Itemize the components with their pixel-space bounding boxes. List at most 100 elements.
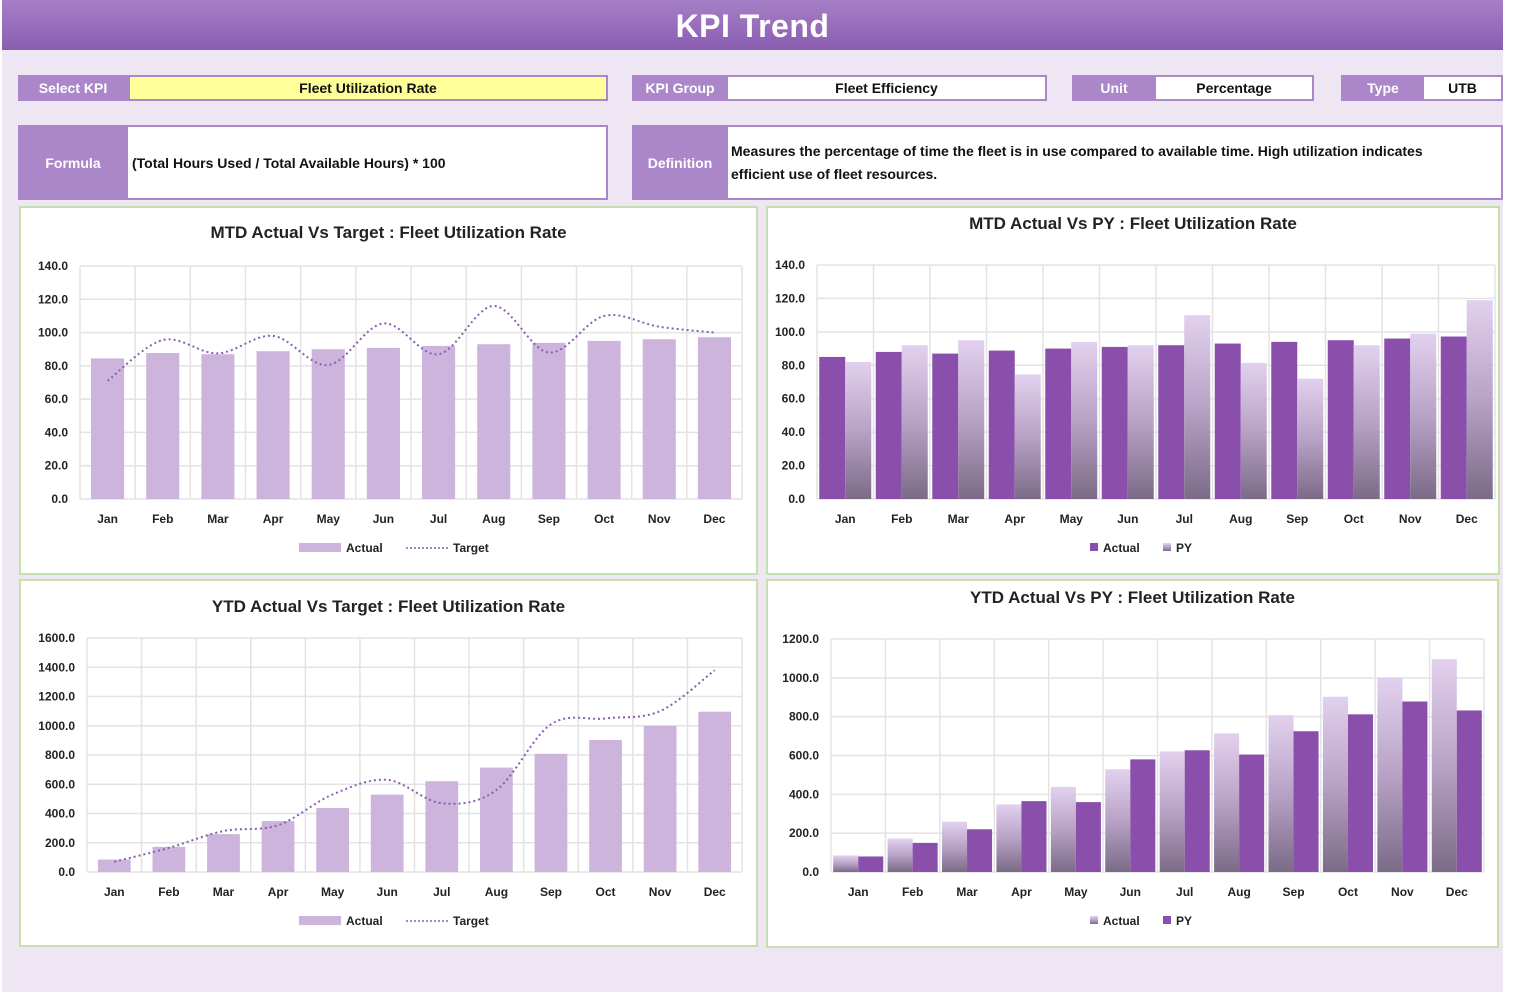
type-label: Type [1341, 75, 1425, 101]
bar-actual [643, 725, 677, 872]
x-tick-label: Feb [158, 885, 179, 899]
bar-py [1456, 710, 1482, 872]
x-tick-label: Jan [848, 885, 869, 899]
chart-title: YTD Actual Vs PY : Fleet Utilization Rat… [970, 588, 1295, 607]
target-line [114, 669, 716, 863]
bar-actual [1327, 340, 1354, 499]
x-tick-label: Jan [835, 512, 856, 526]
x-tick-label: Mar [213, 885, 235, 899]
select-kpi-dropdown[interactable]: Fleet Utilization Rate [128, 75, 608, 101]
x-tick-label: Jun [373, 512, 394, 526]
x-tick-label: Nov [649, 885, 672, 899]
x-tick-label: Jul [430, 512, 447, 526]
y-tick-label: 40.0 [782, 425, 806, 439]
bar-actual [1384, 338, 1411, 499]
bar-actual [1440, 336, 1467, 499]
y-tick-label: 600.0 [789, 749, 819, 763]
x-tick-label: Jul [433, 885, 450, 899]
bar-py [912, 842, 938, 872]
y-tick-label: 1600.0 [38, 631, 75, 645]
bar-actual [587, 340, 621, 499]
x-tick-label: Oct [594, 512, 614, 526]
bar-actual [1271, 341, 1298, 499]
bar-actual [316, 807, 349, 872]
x-tick-label: Jan [97, 512, 118, 526]
unit-label: Unit [1072, 75, 1156, 101]
bar-actual [942, 821, 968, 872]
x-tick-label: May [321, 885, 345, 899]
x-tick-label: Nov [1399, 512, 1422, 526]
bar-py [1240, 362, 1267, 499]
bar-actual [1214, 733, 1240, 872]
bar-py [1184, 315, 1211, 499]
bar-actual [1050, 786, 1076, 872]
bar-actual [152, 846, 186, 872]
bar-py [1347, 714, 1373, 872]
bar-py [845, 361, 872, 499]
unit-value: Percentage [1154, 75, 1314, 101]
y-tick-label: 1400.0 [38, 660, 75, 674]
bar-actual [201, 354, 235, 499]
bar-actual [1377, 678, 1403, 872]
y-tick-label: 100.0 [38, 326, 68, 340]
bar-py [1021, 801, 1047, 872]
x-tick-label: Jun [377, 885, 398, 899]
bar-py [1130, 759, 1156, 872]
bar-actual [698, 711, 732, 872]
y-tick-label: 400.0 [789, 787, 819, 801]
bar-py [1353, 345, 1380, 499]
bar-py [1184, 750, 1210, 872]
x-tick-label: Apr [1011, 885, 1032, 899]
x-tick-label: Feb [902, 885, 923, 899]
x-tick-label: Oct [1338, 885, 1358, 899]
bar-actual [261, 821, 295, 872]
bar-actual [480, 767, 513, 872]
y-tick-label: 1200.0 [782, 632, 819, 646]
legend-label: PY [1176, 914, 1192, 928]
y-tick-label: 800.0 [45, 748, 75, 762]
legend-swatch-actual [299, 916, 341, 925]
x-tick-label: Aug [1227, 885, 1250, 899]
formula-value: (Total Hours Used / Total Available Hour… [126, 125, 608, 200]
y-tick-label: 120.0 [775, 291, 805, 305]
bar-actual [819, 356, 846, 499]
y-tick-label: 1000.0 [782, 671, 819, 685]
x-tick-label: Aug [482, 512, 505, 526]
bar-py [1402, 701, 1428, 872]
x-tick-label: Jul [1176, 512, 1193, 526]
legend-label: Actual [1103, 914, 1140, 928]
y-tick-label: 20.0 [45, 459, 69, 473]
bar-actual [256, 351, 290, 499]
bar-actual [1101, 346, 1128, 499]
legend-label: Actual [346, 541, 383, 555]
x-tick-label: Sep [540, 885, 562, 899]
bar-py [1239, 754, 1265, 872]
bar-actual [422, 345, 456, 499]
bar-actual [1159, 751, 1185, 872]
bar-actual [875, 351, 902, 499]
bar-py [901, 345, 928, 499]
y-tick-label: 120.0 [38, 292, 68, 306]
legend-label: Actual [346, 914, 383, 928]
legend-swatch-py [1163, 543, 1171, 551]
bar-actual [589, 739, 622, 872]
bar-actual [311, 349, 345, 499]
bar-py [1293, 731, 1319, 872]
x-tick-label: Nov [1391, 885, 1414, 899]
bar-actual [534, 753, 568, 872]
definition-label: Definition [632, 125, 728, 200]
bar-actual [1105, 769, 1131, 872]
x-tick-label: Sep [1286, 512, 1308, 526]
legend-label: Target [453, 541, 489, 555]
y-tick-label: 1000.0 [38, 719, 75, 733]
bar-actual [1214, 343, 1241, 499]
x-tick-label: Mar [948, 512, 970, 526]
legend-swatch-actual [1090, 916, 1098, 924]
y-tick-label: 200.0 [789, 826, 819, 840]
bar-py [1297, 378, 1324, 499]
x-tick-label: May [1064, 885, 1088, 899]
y-tick-label: 80.0 [45, 359, 69, 373]
x-tick-label: Oct [596, 885, 616, 899]
y-tick-label: 800.0 [789, 710, 819, 724]
y-tick-label: 80.0 [782, 358, 806, 372]
